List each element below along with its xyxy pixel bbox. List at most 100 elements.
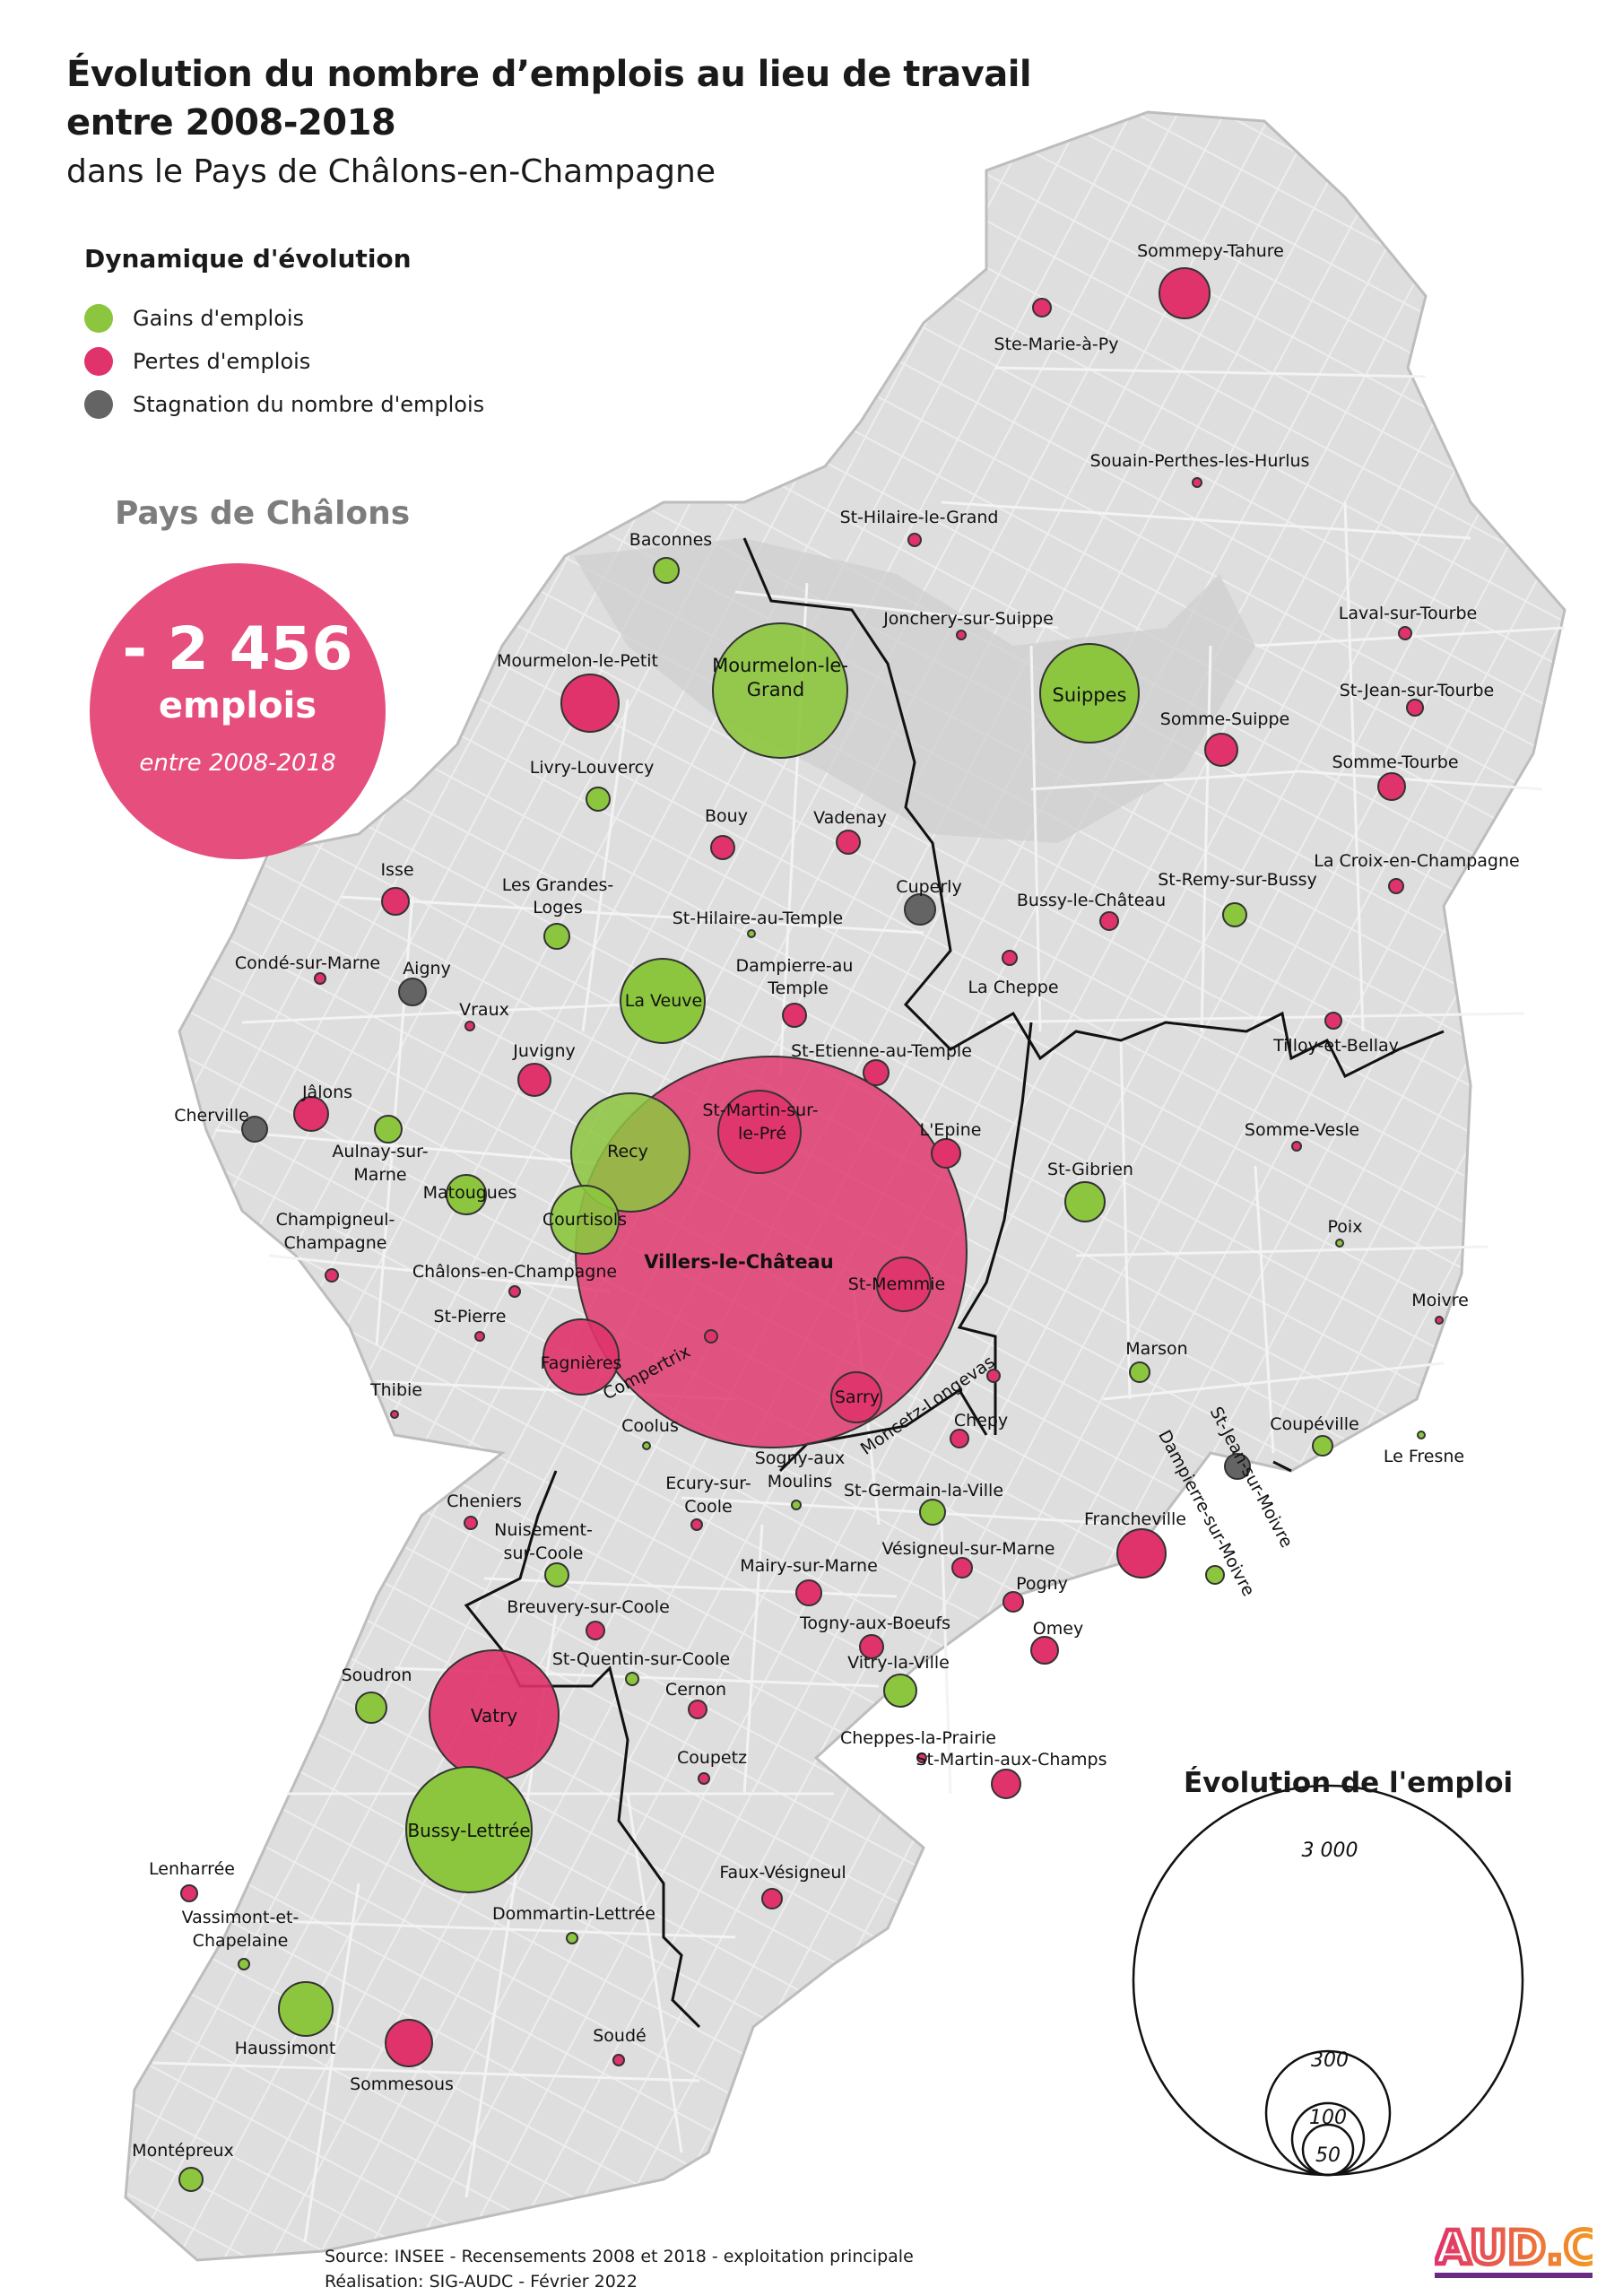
title-line-1: Évolution du nombre d’emplois au lieu de…	[66, 54, 1032, 95]
circle-ecury-sur-coole	[690, 1518, 703, 1531]
label-sommepy-tahure: Sommepy-Tahure	[1137, 241, 1284, 261]
circle-la-veuve	[620, 958, 706, 1044]
circle-somme-vesle	[1291, 1141, 1302, 1152]
label-bussy-lettree: Bussy-Lettrée	[407, 1820, 530, 1841]
label-vassimont-2: Chapelaine	[193, 1931, 289, 1951]
circle-st-gibrien	[550, 1185, 620, 1255]
label-recy: Recy	[607, 1142, 648, 1161]
scale-value-300: 300	[1311, 2049, 1349, 2072]
label-st-memmie: St-Memmie	[848, 1274, 945, 1294]
circle-champigneul	[325, 1268, 339, 1283]
circle-conde-sur-marne	[314, 972, 326, 985]
label-les-grandes-loges-1: Les Grandes-	[502, 875, 614, 895]
label-st-martin-aux-champs: St-Martin-aux-Champs	[916, 1750, 1107, 1770]
label-aulnay-2: Marne	[353, 1165, 406, 1185]
legend-item-stagnation: Stagnation du nombre d'emplois	[84, 383, 484, 426]
circle-villers-le-chateau	[508, 1285, 521, 1298]
circle-soude	[612, 2054, 625, 2066]
label-chepy: Chepy	[954, 1411, 1008, 1431]
circle-cheniers	[464, 1516, 478, 1530]
circle-jalons	[293, 1096, 329, 1132]
circle-breuvery-sur-coole	[586, 1621, 605, 1640]
circle-vitry-la-ville	[883, 1674, 917, 1708]
label-dampierre-au-temple-1: Dampierre-au	[736, 956, 854, 976]
circle-montepreux	[178, 2167, 204, 2192]
label-breuvery: Breuvery-sur-Coole	[507, 1597, 670, 1617]
label-cheppes: Cheppes-la-Prairie	[840, 1728, 996, 1748]
label-st-hilaire-le-grand: St-Hilaire-le-Grand	[840, 508, 999, 527]
gray-dot-icon	[84, 390, 113, 419]
circle-sommesous	[385, 2019, 433, 2067]
circle-st-jean-sur-moivre	[1224, 1453, 1251, 1480]
credit-line: Réalisation: SIG-AUDC - Février 2022	[325, 2272, 638, 2292]
legend: Dynamique d'évolution Gains d'emplois Pe…	[84, 244, 484, 426]
label-somme-suippe: Somme-Suippe	[1160, 709, 1289, 729]
circle-vesigneul-sur-marne	[951, 1557, 973, 1578]
label-suippes: Suippes	[1053, 684, 1127, 706]
circle-mourmelon-le-grand	[712, 622, 848, 759]
circle-la-cheppe	[1002, 950, 1018, 966]
label-cherville: Cherville	[174, 1106, 249, 1126]
circle-lenharree	[180, 1884, 198, 1902]
circle-sogny-aux-moulins	[791, 1500, 802, 1510]
label-fagnieres: Fagnières	[541, 1353, 622, 1373]
legend-label: Pertes d'emplois	[133, 349, 311, 374]
circle-tilloy-et-bellay	[1324, 1012, 1342, 1030]
summary-circle: - 2 456 emplois entre 2008-2018	[90, 563, 386, 859]
label-soudron: Soudron	[342, 1665, 412, 1685]
circle-thibie	[390, 1410, 399, 1419]
circle-st-hilaire-le-grand	[907, 533, 922, 547]
circle-l-epine	[931, 1138, 961, 1169]
circle-coolus	[642, 1441, 651, 1450]
circle-somme-suippe	[1204, 733, 1238, 767]
label-la-cheppe: La Cheppe	[968, 978, 1058, 997]
label-bouy: Bouy	[705, 806, 748, 826]
label-togny: Togny-aux-Boeufs	[799, 1613, 950, 1633]
circle-recy	[570, 1092, 690, 1213]
circle-chepy	[950, 1429, 969, 1448]
summary-period: entre 2008-2018	[139, 750, 336, 777]
circle-courtisols	[1064, 1181, 1106, 1222]
title-line-3: dans le Pays de Châlons-en-Champagne	[66, 153, 716, 190]
label-st-etienne: St-Etienne-au-Temple	[791, 1041, 972, 1061]
label-st-hilaire-au-temple: St-Hilaire-au-Temple	[673, 909, 843, 928]
label-coupetz: Coupetz	[677, 1748, 747, 1768]
circle-soudron	[355, 1692, 387, 1724]
label-st-remy: St-Remy-sur-Bussy	[1158, 870, 1317, 890]
label-mourmelon-le-grand-2: Grand	[747, 679, 804, 700]
map-title: Évolution du nombre d’emplois au lieu de…	[66, 50, 1053, 196]
label-somme-tourbe: Somme-Tourbe	[1332, 752, 1458, 772]
label-conde: Condé-sur-Marne	[235, 953, 380, 973]
label-tilloy: Tilloy-et-Bellay	[1272, 1036, 1399, 1056]
circle-coupeville	[1312, 1435, 1333, 1457]
circle-st-martin-sur-le-pre	[717, 1090, 802, 1174]
label-st-quentin: St-Quentin-sur-Coole	[552, 1649, 730, 1669]
circle-vassimont	[238, 1958, 250, 1970]
circle-mourmelon-le-petit	[560, 674, 620, 733]
circle-st-quentin-sur-coole	[625, 1672, 639, 1686]
label-st-jean-sur-tourbe: St-Jean-sur-Tourbe	[1340, 681, 1495, 700]
circle-juvigny	[517, 1063, 551, 1097]
label-vitry: Vitry-la-Ville	[847, 1653, 950, 1673]
label-baconnes: Baconnes	[629, 530, 712, 550]
label-coolus: Coolus	[621, 1416, 679, 1436]
source-line: Source: INSEE - Recensements 2008 et 201…	[325, 2247, 914, 2266]
label-mourmelon-le-grand-1: Mourmelon-le-	[712, 655, 848, 676]
label-sogny-1: Sogny-aux	[755, 1448, 845, 1468]
label-vesigneul: Vésigneul-sur-Marne	[882, 1539, 1055, 1559]
circle-st-martin-aux-champs	[991, 1769, 1021, 1799]
circle-st-etienne-au-temple	[863, 1059, 890, 1086]
circle-somme-tourbe	[1377, 772, 1406, 801]
scale-circle-50	[1301, 2123, 1355, 2177]
circle-bouy	[710, 835, 735, 860]
label-dommartin: Dommartin-Lettrée	[492, 1904, 655, 1924]
circle-vraux	[464, 1021, 475, 1031]
label-lenharree: Lenharrée	[149, 1859, 235, 1879]
logo-text: AUD.C	[1435, 2222, 1593, 2275]
circle-sarry	[830, 1371, 882, 1423]
circle-bussy-le-chateau	[1099, 911, 1119, 931]
circle-le-fresne	[1417, 1431, 1426, 1439]
circle-la-croix	[1388, 878, 1404, 894]
scale-value-100: 100	[1309, 2107, 1347, 2129]
label-francheville: Francheville	[1084, 1509, 1186, 1529]
